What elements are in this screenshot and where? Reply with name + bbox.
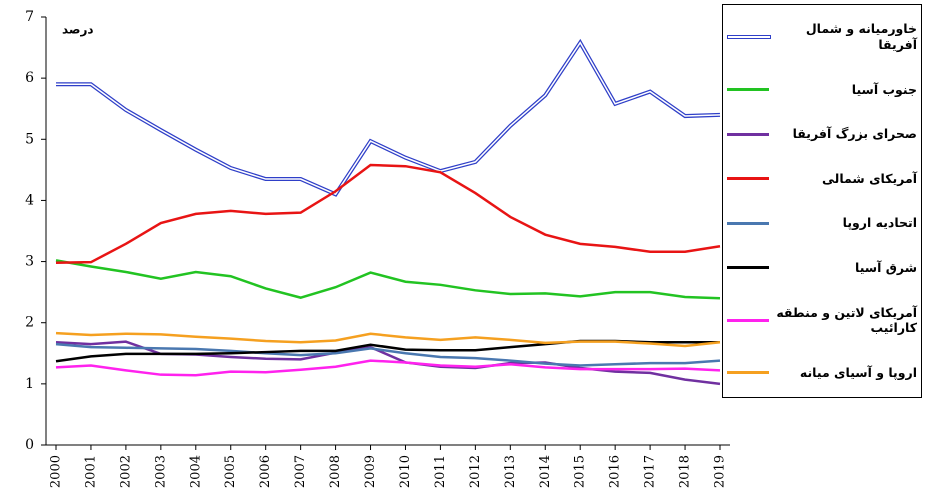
x-tick-label: 2001 bbox=[83, 455, 98, 488]
legend-label: جنوب آسیا bbox=[851, 81, 917, 97]
series-line bbox=[55, 163, 721, 265]
legend-label: آمریکای شمالی bbox=[822, 170, 917, 186]
x-tick-label: 2015 bbox=[573, 455, 588, 488]
x-tick-label: 2017 bbox=[643, 455, 658, 488]
y-axis-label: درصد bbox=[62, 23, 94, 37]
legend-swatch bbox=[727, 221, 769, 225]
x-tick-label: 2013 bbox=[503, 455, 518, 488]
legend-label: اروپا و آسیای میانه bbox=[799, 364, 917, 380]
x-tick-label: 2012 bbox=[468, 455, 483, 488]
legend-swatch bbox=[727, 88, 769, 92]
x-tick-label: 2004 bbox=[188, 455, 203, 488]
series-line-inner bbox=[56, 41, 721, 196]
series-line bbox=[55, 359, 721, 377]
x-tick-label: 2000 bbox=[49, 455, 64, 488]
series-line bbox=[56, 38, 721, 197]
legend-entry: خاورمیانه و شمال آفریقا bbox=[727, 21, 917, 52]
y-tick-label: 3 bbox=[25, 254, 34, 270]
y-tick-label: 7 bbox=[25, 9, 34, 25]
x-tick-label: 2010 bbox=[398, 455, 413, 488]
legend: خاورمیانه و شمال آفریقا جنوب آسیا صحرای بز… bbox=[722, 4, 922, 398]
y-tick-label: 5 bbox=[25, 131, 34, 147]
series-line bbox=[55, 342, 721, 367]
legend-label: آمریکای لاتین و منطقه کارائیب bbox=[776, 304, 917, 336]
x-tick-label: 2009 bbox=[363, 455, 378, 488]
legend-swatch bbox=[727, 371, 769, 375]
legend-swatch bbox=[727, 132, 769, 136]
legend-swatch bbox=[727, 35, 771, 40]
y-tick-label: 1 bbox=[25, 376, 34, 392]
legend-swatch bbox=[727, 318, 769, 322]
x-tick-label: 2014 bbox=[538, 455, 553, 488]
x-tick-label: 2018 bbox=[678, 455, 693, 488]
y-tick-label: 4 bbox=[25, 192, 34, 208]
legend-entry: آمریکای لاتین و منطقه کارائیب bbox=[727, 305, 917, 336]
x-tick-label: 2006 bbox=[258, 455, 273, 488]
x-tick-label: 2003 bbox=[153, 455, 168, 488]
x-tick-label: 2002 bbox=[118, 455, 133, 488]
series-line bbox=[55, 331, 721, 348]
x-tick-label: 2007 bbox=[293, 455, 308, 488]
legend-entry: صحرای بزرگ آفریقا bbox=[727, 126, 917, 142]
legend-label: شرق آسیا bbox=[855, 260, 917, 276]
y-tick-label: 0 bbox=[25, 437, 34, 453]
series-line bbox=[55, 259, 721, 300]
y-tick-label: 6 bbox=[25, 70, 34, 86]
x-tick-label: 2011 bbox=[433, 455, 448, 488]
y-tick-label: 2 bbox=[25, 315, 34, 331]
x-tick-label: 2008 bbox=[328, 455, 343, 488]
x-tick-label: 2005 bbox=[223, 455, 238, 488]
x-tick-label: 2019 bbox=[713, 455, 728, 488]
legend-entry: شرق آسیا bbox=[727, 260, 917, 276]
legend-label: خاورمیانه و شمال آفریقا bbox=[805, 21, 917, 53]
legend-entry: جنوب آسیا bbox=[727, 82, 917, 98]
legend-entry: آمریکای شمالی bbox=[727, 171, 917, 187]
x-tick-label: 2016 bbox=[608, 455, 623, 488]
legend-label: صحرای بزرگ آفریقا bbox=[792, 126, 917, 142]
legend-entry: اروپا و آسیای میانه bbox=[727, 365, 917, 381]
legend-swatch bbox=[727, 266, 769, 270]
legend-entry: اتحادیه اروپا bbox=[727, 215, 917, 231]
legend-label: اتحادیه اروپا bbox=[842, 215, 917, 231]
legend-swatch bbox=[727, 177, 769, 181]
